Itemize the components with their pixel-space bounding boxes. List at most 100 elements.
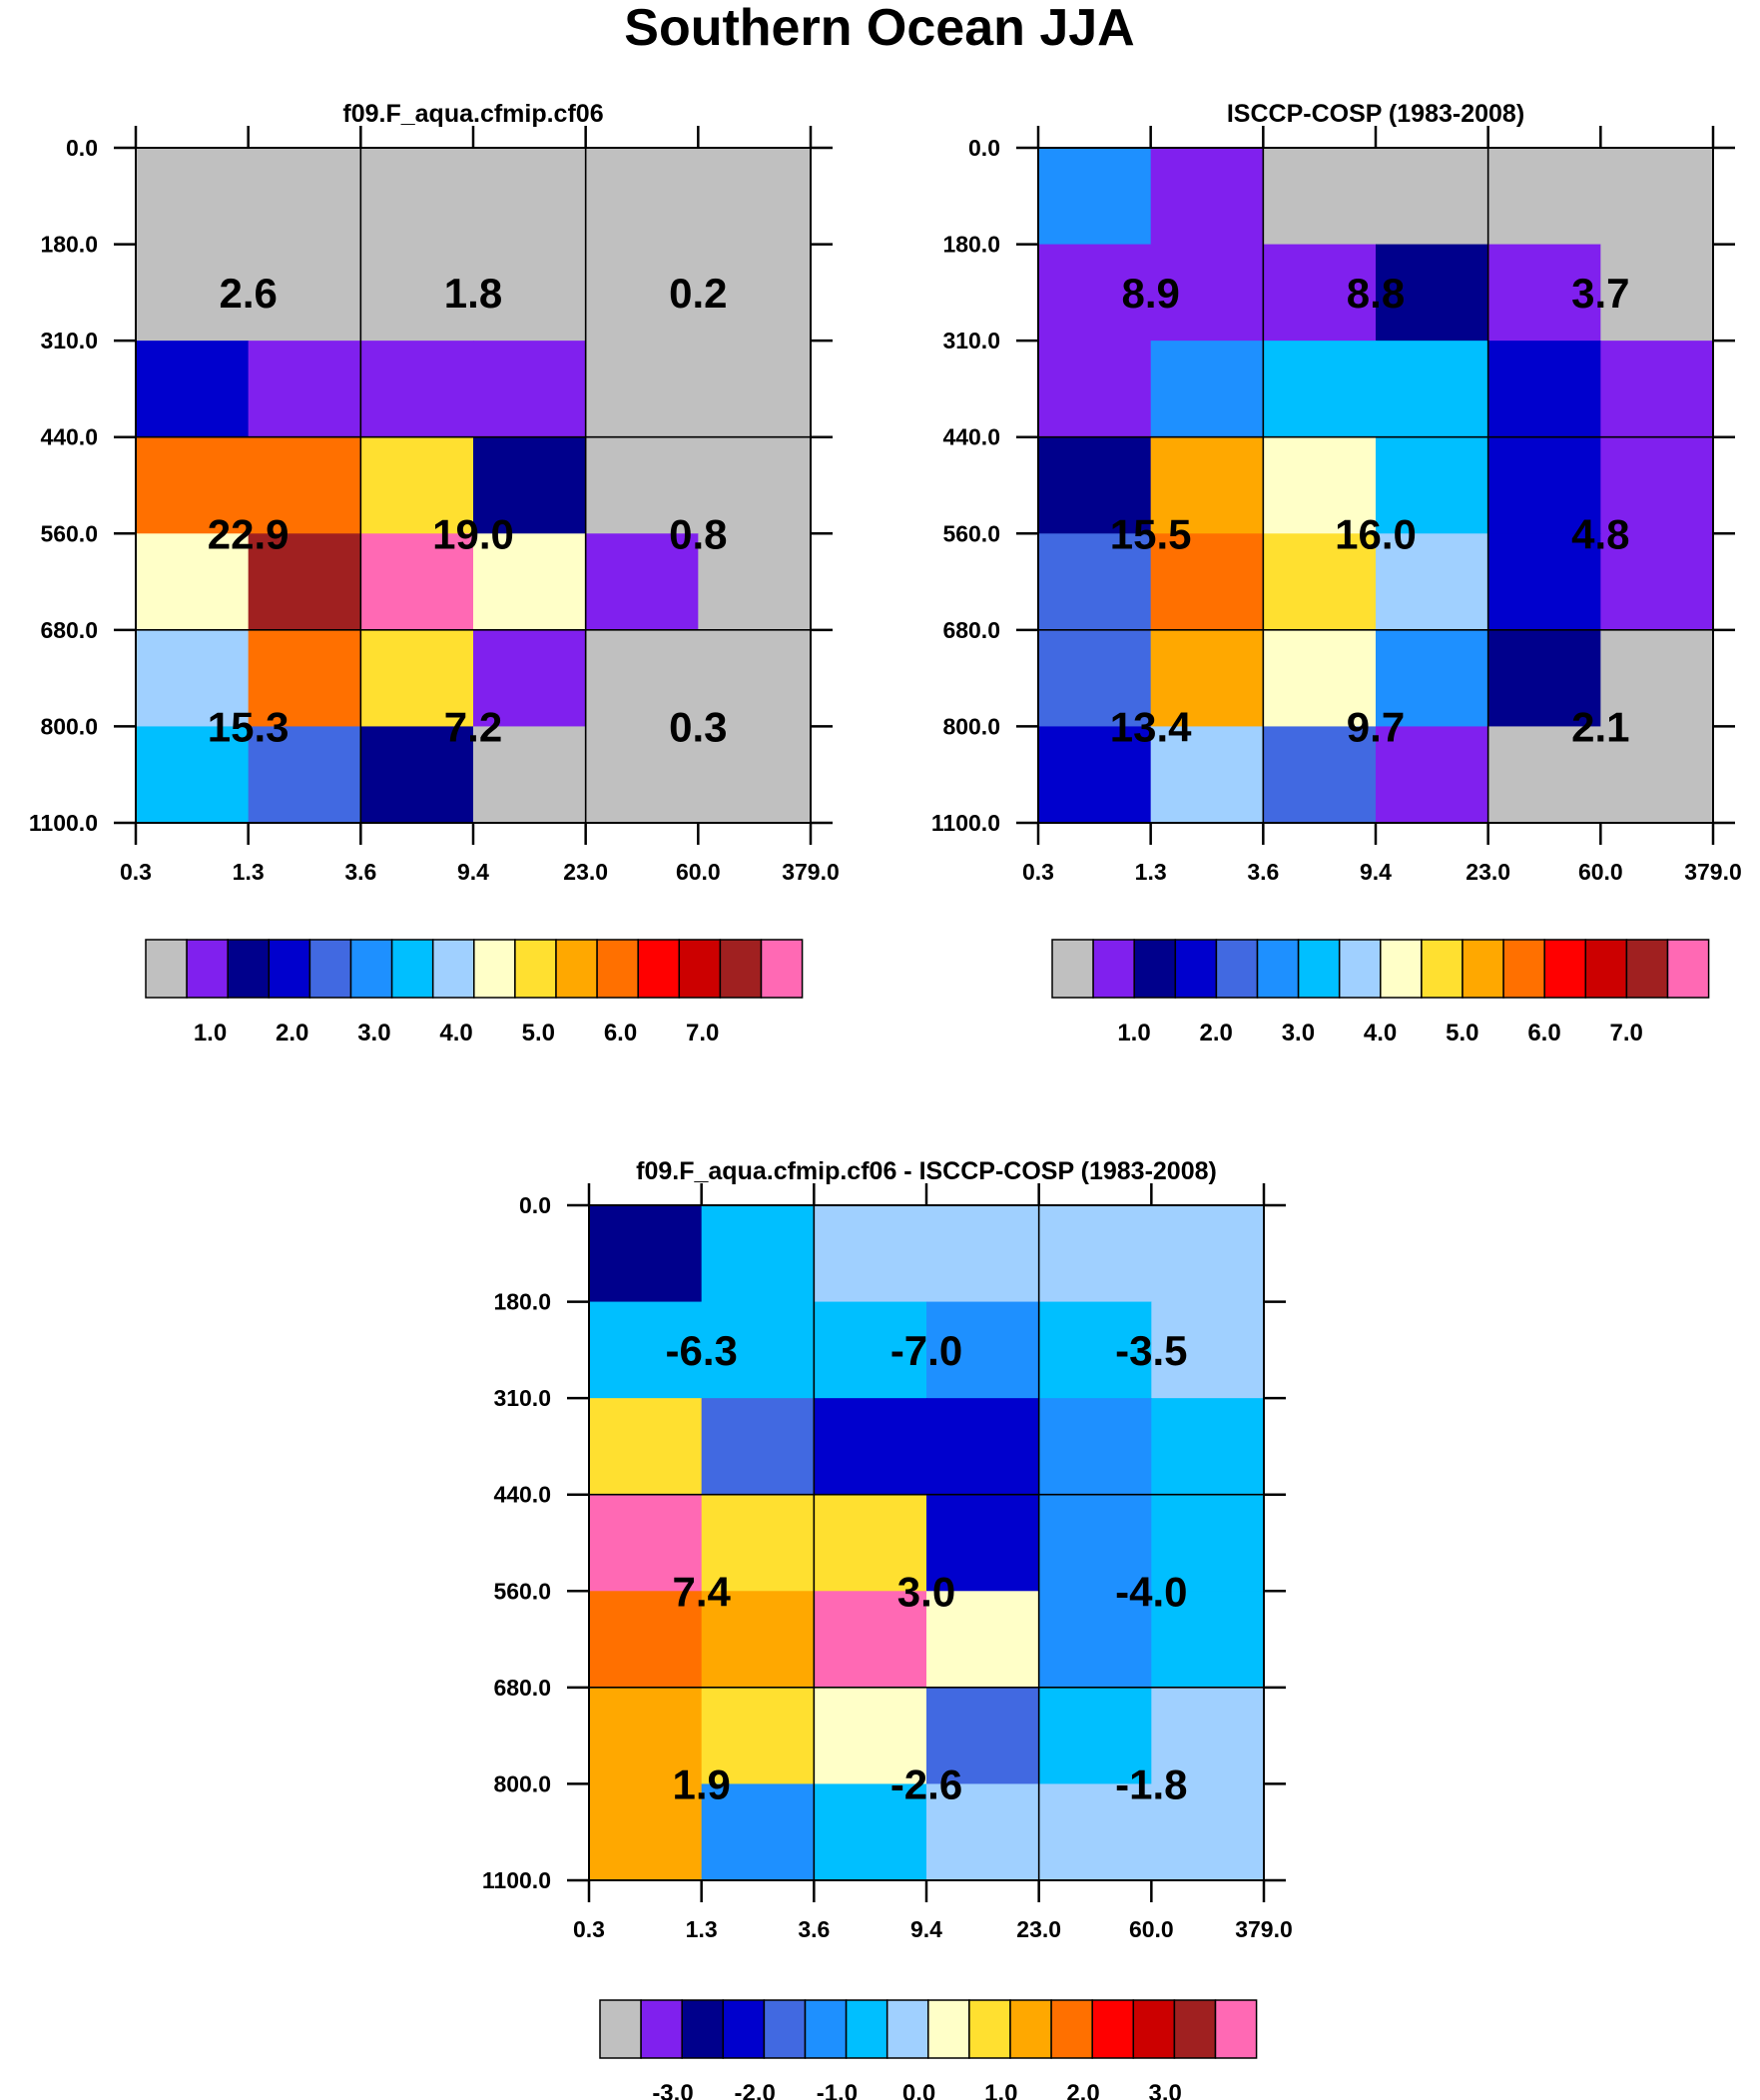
y-tick-label: 560.0	[493, 1578, 551, 1604]
colorbar-swatch	[1421, 939, 1464, 999]
panel-title: f09.F_aqua.cfmip.cf06 - ISCCP-COSP (1983…	[636, 1157, 1217, 1185]
x-tick-label: 23.0	[1016, 1916, 1061, 1942]
heatmap-cell	[1038, 1494, 1152, 1592]
heatmap-cell	[1038, 533, 1152, 631]
x-tick-label: 0.3	[120, 859, 152, 885]
colorbar: -3.0 -2.0 -1.0 0.0 1.0 2.0 3.0	[599, 1999, 1258, 2100]
heatmap-cell	[136, 148, 250, 246]
figure-title: Southern Ocean JJA	[624, 0, 1134, 57]
colorbar-swatch	[1297, 939, 1341, 999]
heatmap-cell	[473, 533, 587, 631]
colorbar-swatch	[885, 1999, 929, 2059]
colorbar-swatch	[719, 939, 763, 999]
heatmap-cell	[360, 148, 474, 246]
heatmap-cell	[814, 1494, 927, 1592]
heatmap-cell	[473, 629, 587, 728]
heatmap-cell	[1487, 533, 1601, 631]
y-tick-label: 310.0	[493, 1385, 551, 1411]
heatmap-cell	[589, 1205, 703, 1303]
heatmap-cell	[248, 148, 361, 246]
x-tick-label: 23.0	[563, 859, 608, 885]
panel-1: f09.F_aqua.cfmip.cf06 0.0 180.0 310.0 440.0 5…	[29, 100, 840, 1047]
box-value-label: 15.3	[208, 703, 290, 750]
y-tick-label: 0.0	[968, 135, 1000, 161]
colorbar-swatch	[845, 1999, 888, 2059]
colorbar-swatch	[1092, 939, 1135, 999]
colorbar-swatch	[678, 939, 722, 999]
y-tick-label: 1100.0	[482, 1867, 551, 1893]
colorbar-swatch	[927, 1999, 970, 2059]
heatmap-cell	[136, 341, 250, 438]
heatmap-cell	[698, 629, 812, 728]
box-value-label: -7.0	[890, 1327, 962, 1374]
colorbar-swatch	[186, 939, 229, 999]
y-tick-label: 560.0	[40, 520, 98, 546]
heatmap-cell	[585, 533, 699, 631]
heatmap-cell	[698, 436, 812, 534]
heatmap-cell	[360, 436, 474, 534]
colorbar-label: 7.0	[1610, 1020, 1643, 1047]
panel-title: f09.F_aqua.cfmip.cf06	[342, 100, 603, 128]
colorbar-label: 7.0	[686, 1020, 719, 1047]
y-tick-label: 0.0	[66, 135, 98, 161]
colorbar-swatch	[1050, 1999, 1093, 2059]
box-value-label: 9.7	[1347, 703, 1405, 750]
heatmap-cell	[585, 726, 699, 824]
colorbar-swatch	[268, 939, 311, 999]
colorbar-swatch	[1462, 939, 1504, 999]
colorbar-label: 5.0	[522, 1020, 555, 1047]
heatmap-cell	[1600, 629, 1714, 728]
x-tick-label: 23.0	[1466, 859, 1510, 885]
colorbar-swatch	[227, 939, 271, 999]
colorbar-label: 6.0	[604, 1020, 637, 1047]
heatmap-cell	[585, 244, 699, 342]
box-value-label: -2.6	[890, 1760, 962, 1807]
colorbar-swatch	[968, 1999, 1011, 2059]
x-tick-label: 0.3	[573, 1916, 605, 1942]
heatmap-cell	[589, 1301, 703, 1399]
heatmap-cell	[698, 533, 812, 631]
heatmap-cell	[589, 1783, 703, 1881]
heatmap-cell	[1150, 533, 1264, 631]
heatmap-cell	[701, 1301, 815, 1399]
heatmap-cell	[1600, 436, 1714, 534]
heatmap-cell	[360, 533, 474, 631]
colorbar-swatch	[1091, 1999, 1135, 2059]
heatmap-cell	[248, 436, 361, 534]
heatmap-cell	[1600, 148, 1714, 246]
heatmap-cell	[926, 1783, 1040, 1881]
y-tick-label: 440.0	[40, 424, 98, 450]
colorbar-swatch	[1132, 1999, 1176, 2059]
x-tick-label: 1.3	[1135, 859, 1167, 885]
colorbar-label: -3.0	[652, 2080, 693, 2100]
colorbar-swatch	[1338, 939, 1382, 999]
heatmap-cell	[473, 148, 587, 246]
box-value-label: -1.8	[1115, 1760, 1187, 1807]
panel-2: ISCCP-COSP (1983-2008) 0.0 180.0 310.0 440.0…	[931, 100, 1742, 1047]
heatmap-cell	[1151, 1398, 1265, 1496]
colorbar-swatch	[431, 939, 475, 999]
heatmap-cell	[1151, 1783, 1265, 1881]
box-value-label: 3.7	[1571, 270, 1629, 317]
colorbar-swatch	[1380, 939, 1423, 999]
heatmap-cell	[814, 1783, 927, 1881]
heatmap-cell	[585, 629, 699, 728]
heatmap-cell	[248, 341, 361, 438]
colorbar-swatch	[760, 939, 804, 999]
heatmap-cell	[136, 726, 250, 824]
colorbar-swatch	[1009, 1999, 1052, 2059]
colorbar-swatch	[1543, 939, 1587, 999]
colorbar-swatch	[1174, 939, 1218, 999]
heatmap-cell	[926, 1205, 1040, 1303]
heatmap-cell	[926, 1494, 1040, 1592]
heatmap-cell	[1151, 1494, 1265, 1592]
heatmap-cell	[473, 341, 587, 438]
heatmap-cell	[248, 533, 361, 631]
heatmap-cell	[248, 244, 361, 342]
heatmap-cell	[1151, 1301, 1265, 1399]
heatmap-cell	[1263, 726, 1377, 824]
heatmap-cell	[1487, 244, 1601, 342]
colorbar-label: 0.0	[902, 2080, 935, 2100]
colorbar-swatch	[1215, 939, 1259, 999]
x-tick-label: 9.4	[457, 859, 489, 885]
